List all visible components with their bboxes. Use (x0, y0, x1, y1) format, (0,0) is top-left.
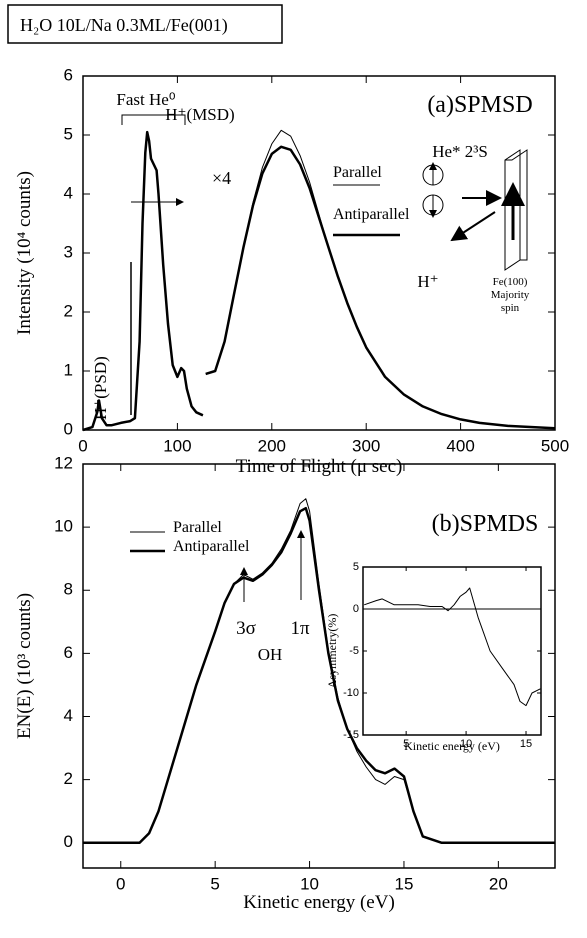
y-tick-label: 2 (64, 301, 73, 320)
x-tick-label: 20 (489, 874, 508, 893)
annotation: OH (258, 645, 283, 664)
legend-label: Antiparallel (333, 206, 410, 223)
y-axis-label: Asymmetry(%) (325, 614, 339, 689)
x-tick-label: 5 (403, 738, 409, 750)
x-axis-label: Kinetic energy (eV) (243, 892, 395, 913)
title-box (7, 4, 283, 44)
y-tick-label: 6 (64, 65, 73, 84)
plot-frame (362, 566, 542, 736)
y-tick-label: 5 (353, 561, 359, 573)
y-tick-label: -5 (349, 645, 359, 657)
x-tick-label: 400 (446, 436, 474, 455)
y-tick-label: 3 (64, 242, 73, 261)
y-tick-label: -15 (343, 729, 359, 741)
bracket (121, 114, 186, 125)
data-line (82, 129, 556, 431)
y-tick-label: 12 (54, 453, 73, 472)
legend-label: Antiparallel (173, 538, 250, 555)
annotation: 3σ (236, 618, 256, 639)
legend-label: Parallel (173, 519, 222, 536)
y-axis-label: Intensity (10⁴ counts) (14, 171, 35, 335)
annotation: ×4 (212, 168, 231, 188)
y-tick-label: 10 (54, 517, 73, 536)
y-tick-label: 8 (64, 580, 73, 599)
annotation: spin (501, 302, 520, 314)
chart-title: H₂O 10L/Na 0.3ML/Fe(001) (20, 15, 228, 36)
x-tick-label: 500 (541, 436, 569, 455)
legend-label: Parallel (333, 164, 382, 181)
x-tick-label: 0 (116, 874, 125, 893)
annotation: He* 2³S (432, 142, 488, 161)
annotation: (b)SPMDS (432, 511, 539, 537)
x-tick-label: 0 (78, 436, 87, 455)
x-tick-label: 200 (258, 436, 286, 455)
y-tick-label: 2 (64, 769, 73, 788)
data-line (82, 130, 556, 432)
x-tick-label: 15 (394, 874, 413, 893)
y-tick-label: 6 (64, 643, 73, 662)
y-tick-label: 4 (64, 183, 73, 202)
y-tick-label: 0 (353, 603, 359, 615)
annotation: Majority (491, 289, 530, 301)
annotation: H⁺(PSD) (91, 356, 110, 420)
y-tick-label: 0 (64, 419, 73, 438)
x-axis-label: Kinetic energy (eV) (404, 739, 500, 753)
plot-frame (82, 463, 556, 869)
annotation: (a)SPMSD (427, 92, 532, 118)
annotation: H⁺ (417, 272, 438, 291)
annotation: 1π (290, 618, 310, 639)
data-line (364, 587, 541, 707)
data-line (83, 506, 555, 845)
plot-frame (82, 75, 556, 431)
x-tick-label: 15 (520, 738, 532, 750)
y-tick-label: 1 (64, 360, 73, 379)
x-axis-label: Time of Flight (μ sec) (236, 456, 403, 477)
y-tick-label: 0 (64, 832, 73, 851)
annotation: Fe(100) (493, 276, 528, 288)
x-tick-label: 300 (352, 436, 380, 455)
spin-icon (422, 149, 528, 271)
annotation: H⁺(MSD) (165, 105, 234, 124)
x-tick-label: 10 (300, 874, 319, 893)
y-tick-label: 5 (64, 124, 73, 143)
x-tick-label: 100 (163, 436, 191, 455)
y-tick-label: -10 (343, 687, 359, 699)
x-tick-label: 5 (210, 874, 219, 893)
x-tick-label: 10 (460, 738, 472, 750)
y-tick-label: 4 (64, 706, 73, 725)
annotation: Fast He⁰ (116, 90, 175, 109)
y-axis-label: EN(E) (10³ counts) (14, 593, 35, 739)
